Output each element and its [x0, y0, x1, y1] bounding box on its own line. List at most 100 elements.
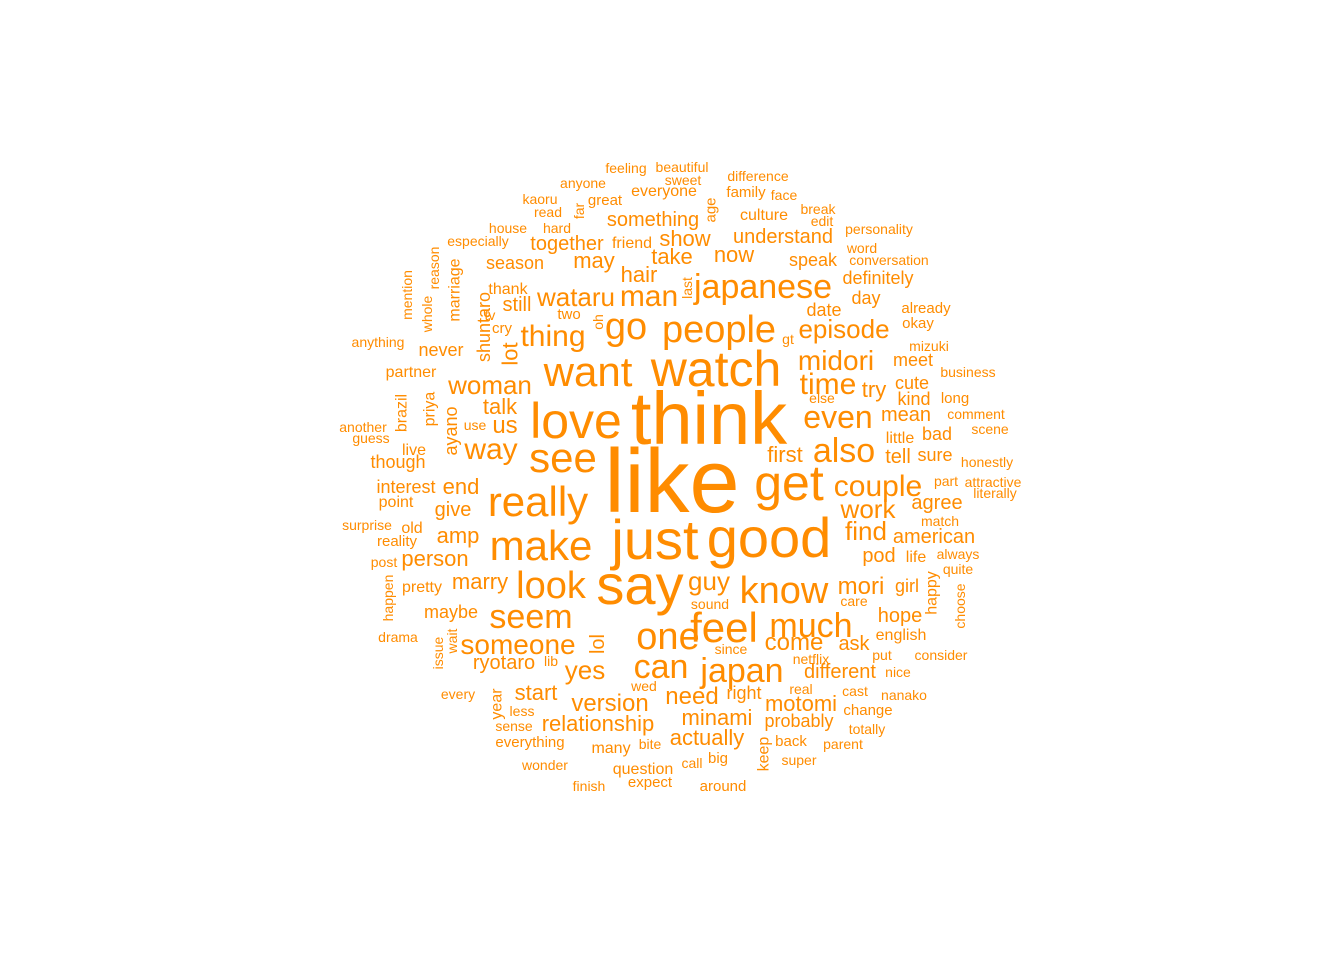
word-family: family [726, 184, 766, 201]
word-marry: marry [452, 569, 508, 594]
word-attractive: attractive [965, 474, 1022, 490]
word-relationship: relationship [542, 711, 655, 736]
word-long: long [941, 390, 969, 407]
word-yes: yes [565, 655, 605, 685]
word-take: take [651, 244, 693, 269]
word-get: get [754, 455, 824, 511]
word-friend: friend [612, 235, 652, 252]
word-change: change [843, 702, 892, 719]
word-honestly: honestly [961, 454, 1013, 470]
word-edit: edit [811, 213, 834, 229]
word-look: look [516, 565, 587, 607]
word-never: never [418, 340, 463, 360]
word-everyone: everyone [631, 183, 697, 200]
word-anyone: anyone [560, 175, 606, 191]
word-nice: nice [885, 664, 911, 680]
word-every: every [441, 686, 475, 702]
word-american: american [893, 526, 975, 548]
word-now: now [714, 242, 754, 267]
word-minami: minami [682, 705, 753, 730]
word-two: two [557, 306, 580, 323]
word-though: though [370, 452, 425, 472]
word-bite: bite [639, 736, 662, 752]
word-mizuki: mizuki [909, 338, 949, 354]
word-give: give [435, 499, 472, 521]
word-netflix: netflix [793, 651, 830, 667]
word-way: way [463, 433, 517, 466]
word-definitely: definitely [842, 268, 913, 288]
word-put: put [872, 647, 892, 663]
word-good: good [707, 506, 832, 569]
word-happy: happy [924, 571, 941, 615]
word-cry: cry [492, 320, 512, 337]
word-probably: probably [764, 711, 833, 731]
word-lol: lol [587, 634, 609, 654]
word-culture: culture [740, 207, 788, 224]
word-something: something [607, 209, 699, 231]
word-mean: mean [881, 404, 931, 426]
word-date: date [806, 300, 841, 320]
word-maybe: maybe [424, 602, 478, 622]
word-part: part [934, 473, 958, 489]
word-watch: watch [650, 341, 782, 397]
word-lib: lib [544, 653, 558, 669]
word-person: person [401, 546, 468, 571]
word-face: face [771, 187, 798, 203]
word-less: less [510, 703, 535, 719]
word-year: year [489, 688, 506, 720]
word-oh: oh [590, 314, 606, 330]
word-time: time [800, 368, 857, 401]
word-lot: lot [498, 342, 523, 365]
word-sound: sound [691, 596, 729, 612]
word-ayano: ayano [441, 406, 461, 455]
word-hard: hard [543, 220, 571, 236]
word-still: still [503, 294, 532, 316]
word-far: far [571, 202, 587, 219]
word-personality: personality [845, 221, 913, 237]
word-issue: issue [430, 636, 446, 669]
word-even: even [803, 399, 872, 435]
word-understand: understand [733, 226, 833, 248]
word-guy: guy [688, 566, 730, 596]
word-life: life [906, 549, 927, 566]
word-age: age [703, 197, 720, 222]
word-another: another [339, 419, 387, 435]
word-last: last [679, 277, 695, 299]
word-just: just [609, 508, 699, 571]
word-people: people [662, 309, 776, 351]
word-totally: totally [849, 721, 886, 737]
word-care: care [840, 593, 867, 609]
word-bad: bad [922, 424, 952, 444]
word-can: can [634, 648, 689, 686]
word-conversation: conversation [849, 252, 928, 268]
word-since: since [715, 641, 748, 657]
word-day: day [851, 288, 880, 308]
word-ask: ask [838, 633, 870, 655]
word-everything: everything [495, 734, 564, 751]
word-reason: reason [426, 247, 442, 290]
word-partner: partner [386, 364, 437, 381]
word-kind: kind [897, 389, 930, 409]
word-together: together [530, 233, 604, 255]
word-keep: keep [756, 737, 773, 772]
word-guess: guess [352, 430, 389, 446]
word-may: may [573, 248, 615, 273]
word-sweet: sweet [665, 172, 702, 188]
word-agree: agree [911, 492, 962, 514]
word-super: super [781, 752, 816, 768]
word-great: great [588, 192, 623, 209]
word-love: love [530, 393, 622, 449]
word-thing: thing [520, 320, 585, 353]
word-surprise: surprise [342, 517, 392, 533]
word-business: business [940, 364, 995, 380]
word-match: match [921, 513, 959, 529]
word-japanese: japanese [693, 268, 832, 306]
word-anything: anything [352, 334, 405, 350]
word-else: else [809, 390, 835, 406]
word-many: many [591, 740, 630, 757]
word-especially: especially [447, 233, 508, 249]
word-expect: expect [628, 774, 673, 791]
word-episode: episode [798, 314, 889, 344]
word-actually: actually [670, 725, 745, 750]
word-us: us [492, 412, 517, 439]
